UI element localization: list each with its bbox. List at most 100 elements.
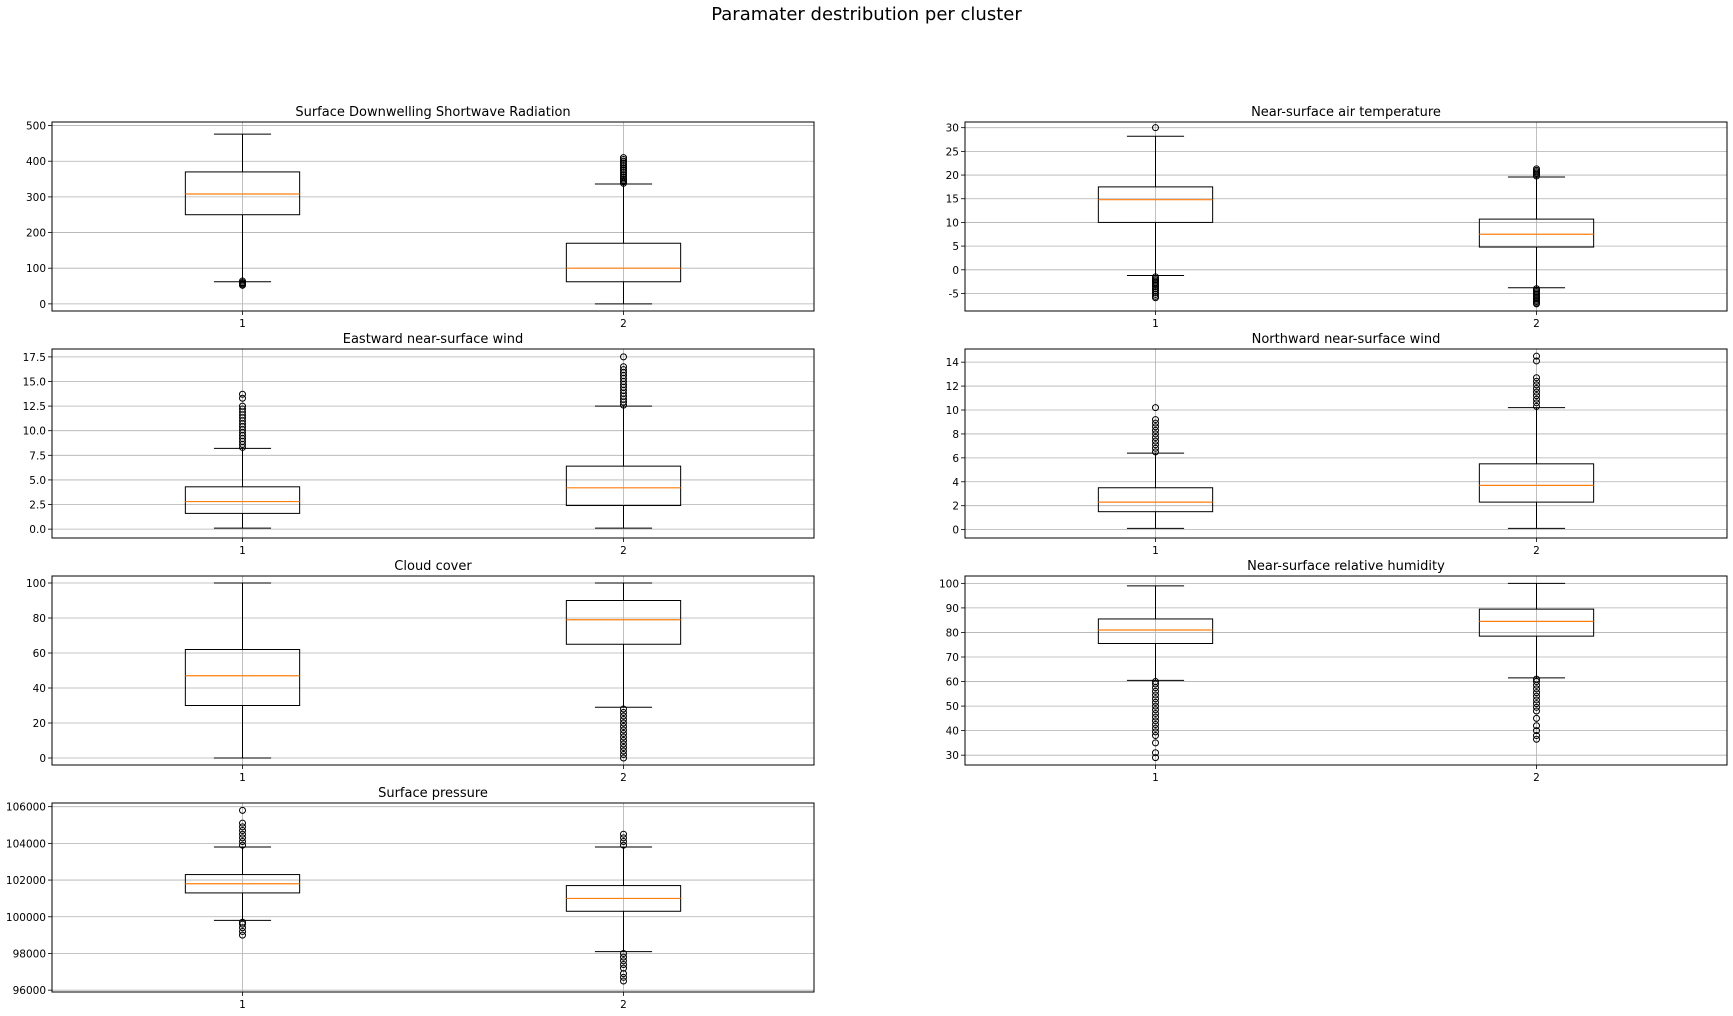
subplot-title: Near-surface air temperature — [1251, 105, 1441, 120]
flier-point — [1533, 692, 1540, 700]
flier-point — [620, 973, 627, 981]
flier-point — [620, 716, 627, 723]
y-tick-label: 15 — [946, 194, 959, 206]
y-tick-label: 500 — [26, 121, 46, 133]
flier-point — [1533, 392, 1540, 400]
flier-point — [1533, 300, 1540, 308]
flier-point — [1152, 426, 1159, 434]
y-tick-label: 15.0 — [23, 376, 46, 388]
flier-point — [1152, 404, 1159, 412]
flier-point — [1533, 357, 1540, 365]
flier-point — [1533, 678, 1540, 686]
flier-point — [1152, 419, 1159, 427]
flier-point — [620, 957, 627, 965]
box-cluster-1 — [184, 582, 301, 759]
y-tick-label: 30 — [946, 123, 959, 135]
iqr-box — [565, 242, 682, 283]
flier-point — [1152, 294, 1159, 302]
flier-point — [239, 838, 246, 846]
flier-point — [620, 964, 627, 972]
flier-point — [239, 830, 246, 838]
flier-point — [620, 740, 627, 748]
x-tick-label: 1 — [239, 318, 246, 330]
flier-point — [1533, 735, 1540, 743]
flier-point — [620, 744, 627, 751]
y-tick-label: 30 — [946, 750, 959, 762]
box-cluster-1 — [1097, 585, 1214, 762]
y-tick-label: 4 — [952, 477, 959, 489]
flier-point — [1152, 724, 1159, 732]
axes-frame — [51, 348, 815, 539]
flier-point — [1533, 377, 1540, 385]
box-cluster-1 — [184, 806, 301, 939]
iqr-box — [1478, 608, 1595, 637]
box-cluster-2 — [565, 353, 682, 529]
y-tick-label: 6 — [952, 453, 959, 465]
y-tick-label: 0 — [39, 753, 46, 765]
y-tick-label: 5.0 — [29, 475, 46, 487]
y-tick-label: 70 — [946, 652, 959, 664]
subplot-5: Cloud cover 0 20 40 60 80 100 1 2 — [26, 559, 815, 784]
flier-point — [1152, 728, 1159, 736]
subplot-7: Surface pressure 96000 98000 100000 102000 10… — [6, 786, 815, 1011]
flier-point — [239, 277, 246, 285]
flier-point — [1152, 698, 1159, 706]
y-tick-label: 0.0 — [29, 524, 46, 536]
box-cluster-2 — [1478, 582, 1595, 743]
y-tick-label: 80 — [946, 627, 959, 639]
iqr-box — [1097, 618, 1214, 644]
flier-point — [1152, 691, 1159, 699]
flier-point — [1152, 437, 1159, 445]
flier-point — [1533, 675, 1540, 683]
flier-point — [1533, 399, 1540, 407]
flier-point — [620, 949, 627, 957]
flier-point — [1152, 695, 1159, 703]
flier-point — [620, 953, 627, 961]
flier-point — [239, 918, 246, 926]
y-tick-label: 20 — [946, 170, 959, 182]
flier-point — [620, 751, 627, 758]
flier-point — [620, 834, 627, 842]
iqr-box — [565, 465, 682, 507]
y-tick-label: 80 — [33, 613, 46, 625]
subplot-title: Surface Downwelling Shortwave Radiation — [295, 105, 570, 120]
box-cluster-1 — [1097, 404, 1214, 529]
flier-point — [620, 154, 627, 162]
x-tick-label: 2 — [620, 318, 627, 330]
x-tick-label: 1 — [1152, 772, 1159, 784]
y-tick-label: -5 — [949, 288, 959, 300]
y-tick-label: 100 — [26, 263, 46, 275]
flier-point — [620, 353, 627, 361]
y-tick-label: 8 — [952, 429, 959, 441]
flier-point — [620, 830, 627, 838]
x-tick-label: 1 — [1152, 545, 1159, 557]
flier-point — [1533, 732, 1540, 740]
y-tick-label: 10.0 — [23, 426, 46, 438]
x-tick-label: 2 — [1533, 545, 1540, 557]
y-tick-label: 14 — [946, 357, 960, 369]
subplot-title: Northward near-surface wind — [1252, 332, 1441, 347]
flier-point — [620, 977, 627, 985]
y-tick-label: 20 — [33, 718, 46, 730]
flier-point — [1533, 685, 1540, 693]
axes-frame — [51, 121, 815, 312]
box-cluster-1 — [184, 390, 301, 529]
flier-point — [620, 960, 627, 968]
flier-point — [1152, 289, 1159, 297]
flier-point — [1533, 384, 1540, 392]
flier-point — [239, 405, 246, 413]
y-tick-label: 300 — [26, 192, 46, 204]
flier-point — [239, 390, 246, 398]
flier-point — [620, 709, 627, 716]
subplot-3: Eastward near-surface wind 0.0 2.5 5.0 7.5 10… — [23, 332, 815, 557]
box-cluster-2 — [1478, 352, 1595, 529]
flier-point — [620, 712, 627, 720]
flier-point — [1533, 696, 1540, 704]
y-tick-label: 60 — [946, 677, 959, 689]
box-cluster-1 — [184, 133, 301, 289]
flier-point — [1152, 739, 1159, 747]
flier-point — [1533, 714, 1540, 722]
flier-point — [1152, 721, 1159, 728]
flier-point — [620, 754, 627, 762]
flier-point — [1152, 444, 1159, 452]
